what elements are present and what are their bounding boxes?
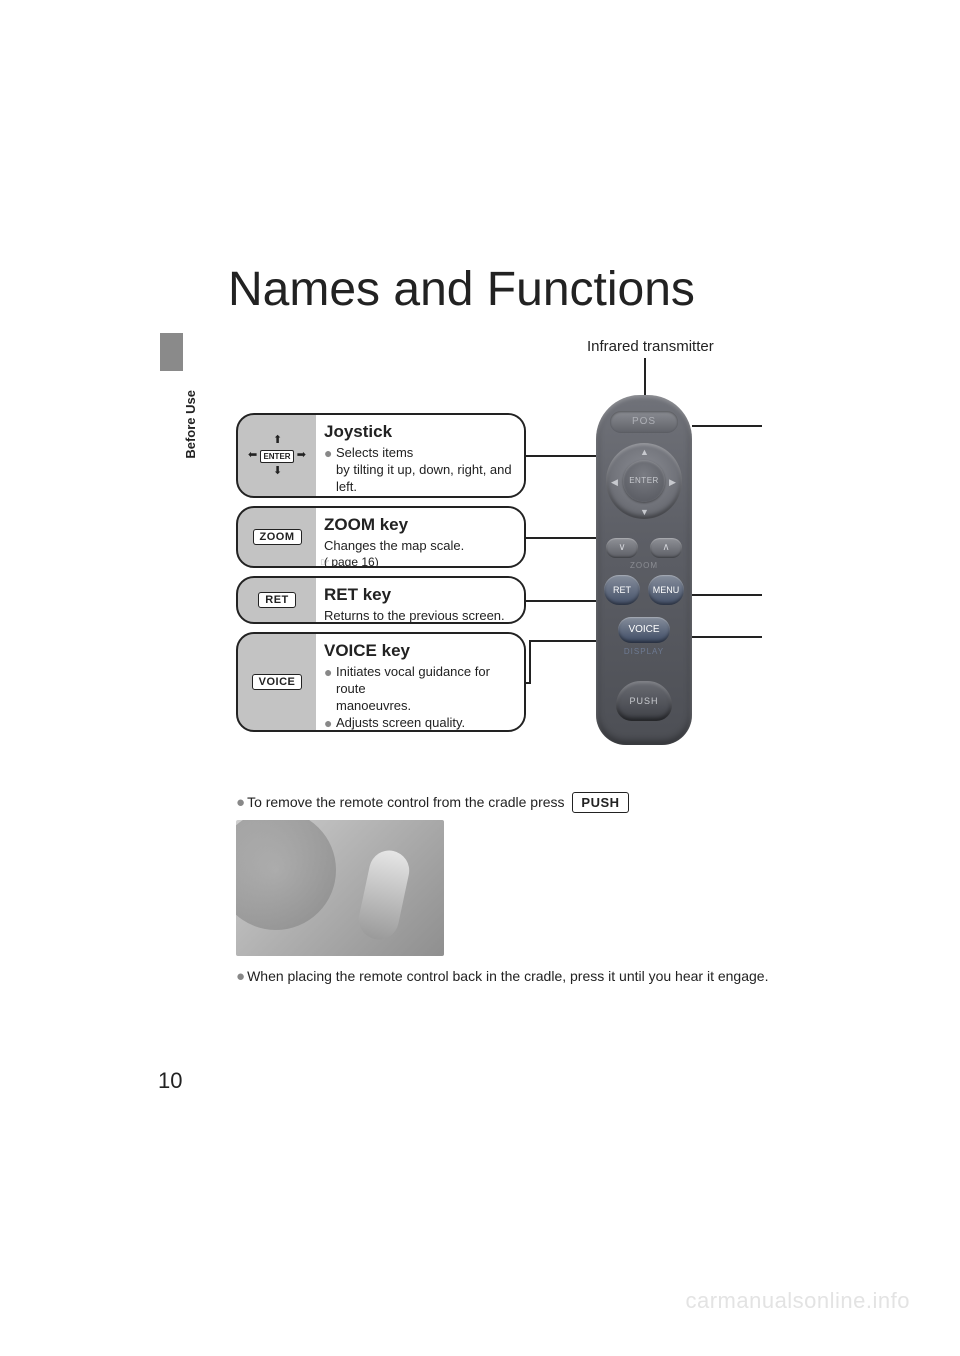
- dashboard-illustration: [236, 820, 444, 956]
- callout-text: Returns to the previous screen.: [324, 608, 514, 624]
- callout-text: by tilting it up, down, right, and left.: [324, 462, 514, 496]
- callout-text: Changes the map scale.: [324, 538, 514, 555]
- bullet-icon: ●: [324, 715, 336, 732]
- arrow-down-icon: ⬇: [273, 466, 282, 477]
- zoom-out-button[interactable]: ∨: [606, 538, 638, 558]
- page-ref: ( page 16) ☞: [324, 555, 514, 568]
- callout-heading: Joystick: [324, 421, 514, 443]
- hand-pointer-icon: ☞: [320, 557, 330, 568]
- zoom-in-button[interactable]: ∧: [650, 538, 682, 558]
- arrow-up-icon: ⬆: [273, 435, 282, 446]
- callout-ret: RET RET key Returns to the previous scre…: [236, 576, 526, 624]
- watermark: carmanualsonline.info: [685, 1288, 910, 1314]
- voice-key-icon: VOICE: [238, 634, 316, 730]
- callout-text: Adjusts screen quality.: [336, 715, 465, 732]
- callout-body: Joystick ●Selects items by tilting it up…: [316, 415, 524, 496]
- leader-right: [692, 425, 762, 427]
- bullet-icon: ●: [324, 445, 336, 462]
- callout-body: ZOOM key Changes the map scale. ( page 1…: [316, 508, 524, 566]
- bullet-icon: ●: [236, 968, 245, 985]
- pos-button[interactable]: POS: [610, 411, 678, 433]
- voice-button[interactable]: VOICE: [618, 617, 670, 643]
- section-label: Before Use: [183, 390, 198, 459]
- zoom-key-icon: ZOOM: [238, 508, 316, 566]
- leader-right: [692, 636, 762, 638]
- callout-zoom: ZOOM ZOOM key Changes the map scale. ( p…: [236, 506, 526, 568]
- note-remove: ●To remove the remote control from the c…: [236, 792, 629, 813]
- ret-button[interactable]: RET: [604, 575, 640, 605]
- callout-heading: RET key: [324, 584, 514, 606]
- callout-joystick: ⬆ ⬇ ⬅ ➡ ENTER Joystick ●Selects items by…: [236, 413, 526, 498]
- infrared-label: Infrared transmitter: [587, 338, 714, 355]
- zoom-row: ∨ ∧: [606, 535, 682, 561]
- callout-voice: VOICE VOICE key ●Initiates vocal guidanc…: [236, 632, 526, 732]
- joystick-icon: ⬆ ⬇ ⬅ ➡ ENTER: [238, 415, 316, 496]
- callout-text: Scrolls map.: [336, 496, 408, 498]
- page-title: Names and Functions: [228, 262, 695, 317]
- dpad-right-icon: ▶: [669, 477, 676, 488]
- bullet-icon: ●: [324, 664, 336, 698]
- dpad-left-icon: ◀: [611, 477, 618, 488]
- bullet-icon: ●: [236, 794, 245, 811]
- note-replace: ●When placing the remote control back in…: [236, 968, 768, 985]
- infrared-leader: [644, 358, 646, 396]
- arrow-right-icon: ➡: [297, 450, 306, 461]
- callout-text: Initiates vocal guidance for route: [336, 664, 514, 698]
- callout-text: Selects items: [336, 445, 413, 462]
- key-label: RET: [258, 592, 296, 608]
- display-label: DISPLAY: [596, 647, 692, 656]
- remote-control: POS ENTER ▲ ▼ ◀ ▶ ∨ ∧ ZOOM RET MENU VOIC…: [596, 395, 692, 745]
- page-number: 10: [158, 1068, 182, 1094]
- bullet-icon: ●: [324, 496, 336, 498]
- ret-key-icon: RET: [238, 578, 316, 622]
- enter-button[interactable]: ENTER: [623, 460, 665, 502]
- callout-heading: ZOOM key: [324, 514, 514, 536]
- arrow-left-icon: ⬅: [248, 450, 257, 461]
- menu-button[interactable]: MENU: [648, 575, 684, 605]
- callout-body: VOICE key ●Initiates vocal guidance for …: [316, 634, 524, 730]
- callout-text: manoeuvres.: [324, 698, 514, 715]
- push-button[interactable]: PUSH: [616, 681, 672, 721]
- callout-heading: VOICE key: [324, 640, 514, 662]
- section-tab: [160, 333, 183, 371]
- note-text: When placing the remote control back in …: [247, 968, 768, 984]
- push-key-label: PUSH: [572, 792, 628, 813]
- enter-key-icon: ENTER: [260, 450, 294, 463]
- dpad-down-icon: ▼: [640, 507, 649, 517]
- leader-right: [692, 594, 762, 596]
- zoom-label: ZOOM: [596, 561, 692, 570]
- mid-row: RET MENU: [604, 575, 684, 605]
- dpad-up-icon: ▲: [640, 447, 649, 457]
- callout-body: RET key Returns to the previous screen.: [316, 578, 524, 622]
- key-label: VOICE: [252, 674, 303, 690]
- leader-line: [529, 640, 531, 684]
- page: Before Use Names and Functions Infrared …: [0, 0, 960, 1356]
- note-text: To remove the remote control from the cr…: [247, 794, 564, 810]
- key-label: ZOOM: [253, 529, 302, 545]
